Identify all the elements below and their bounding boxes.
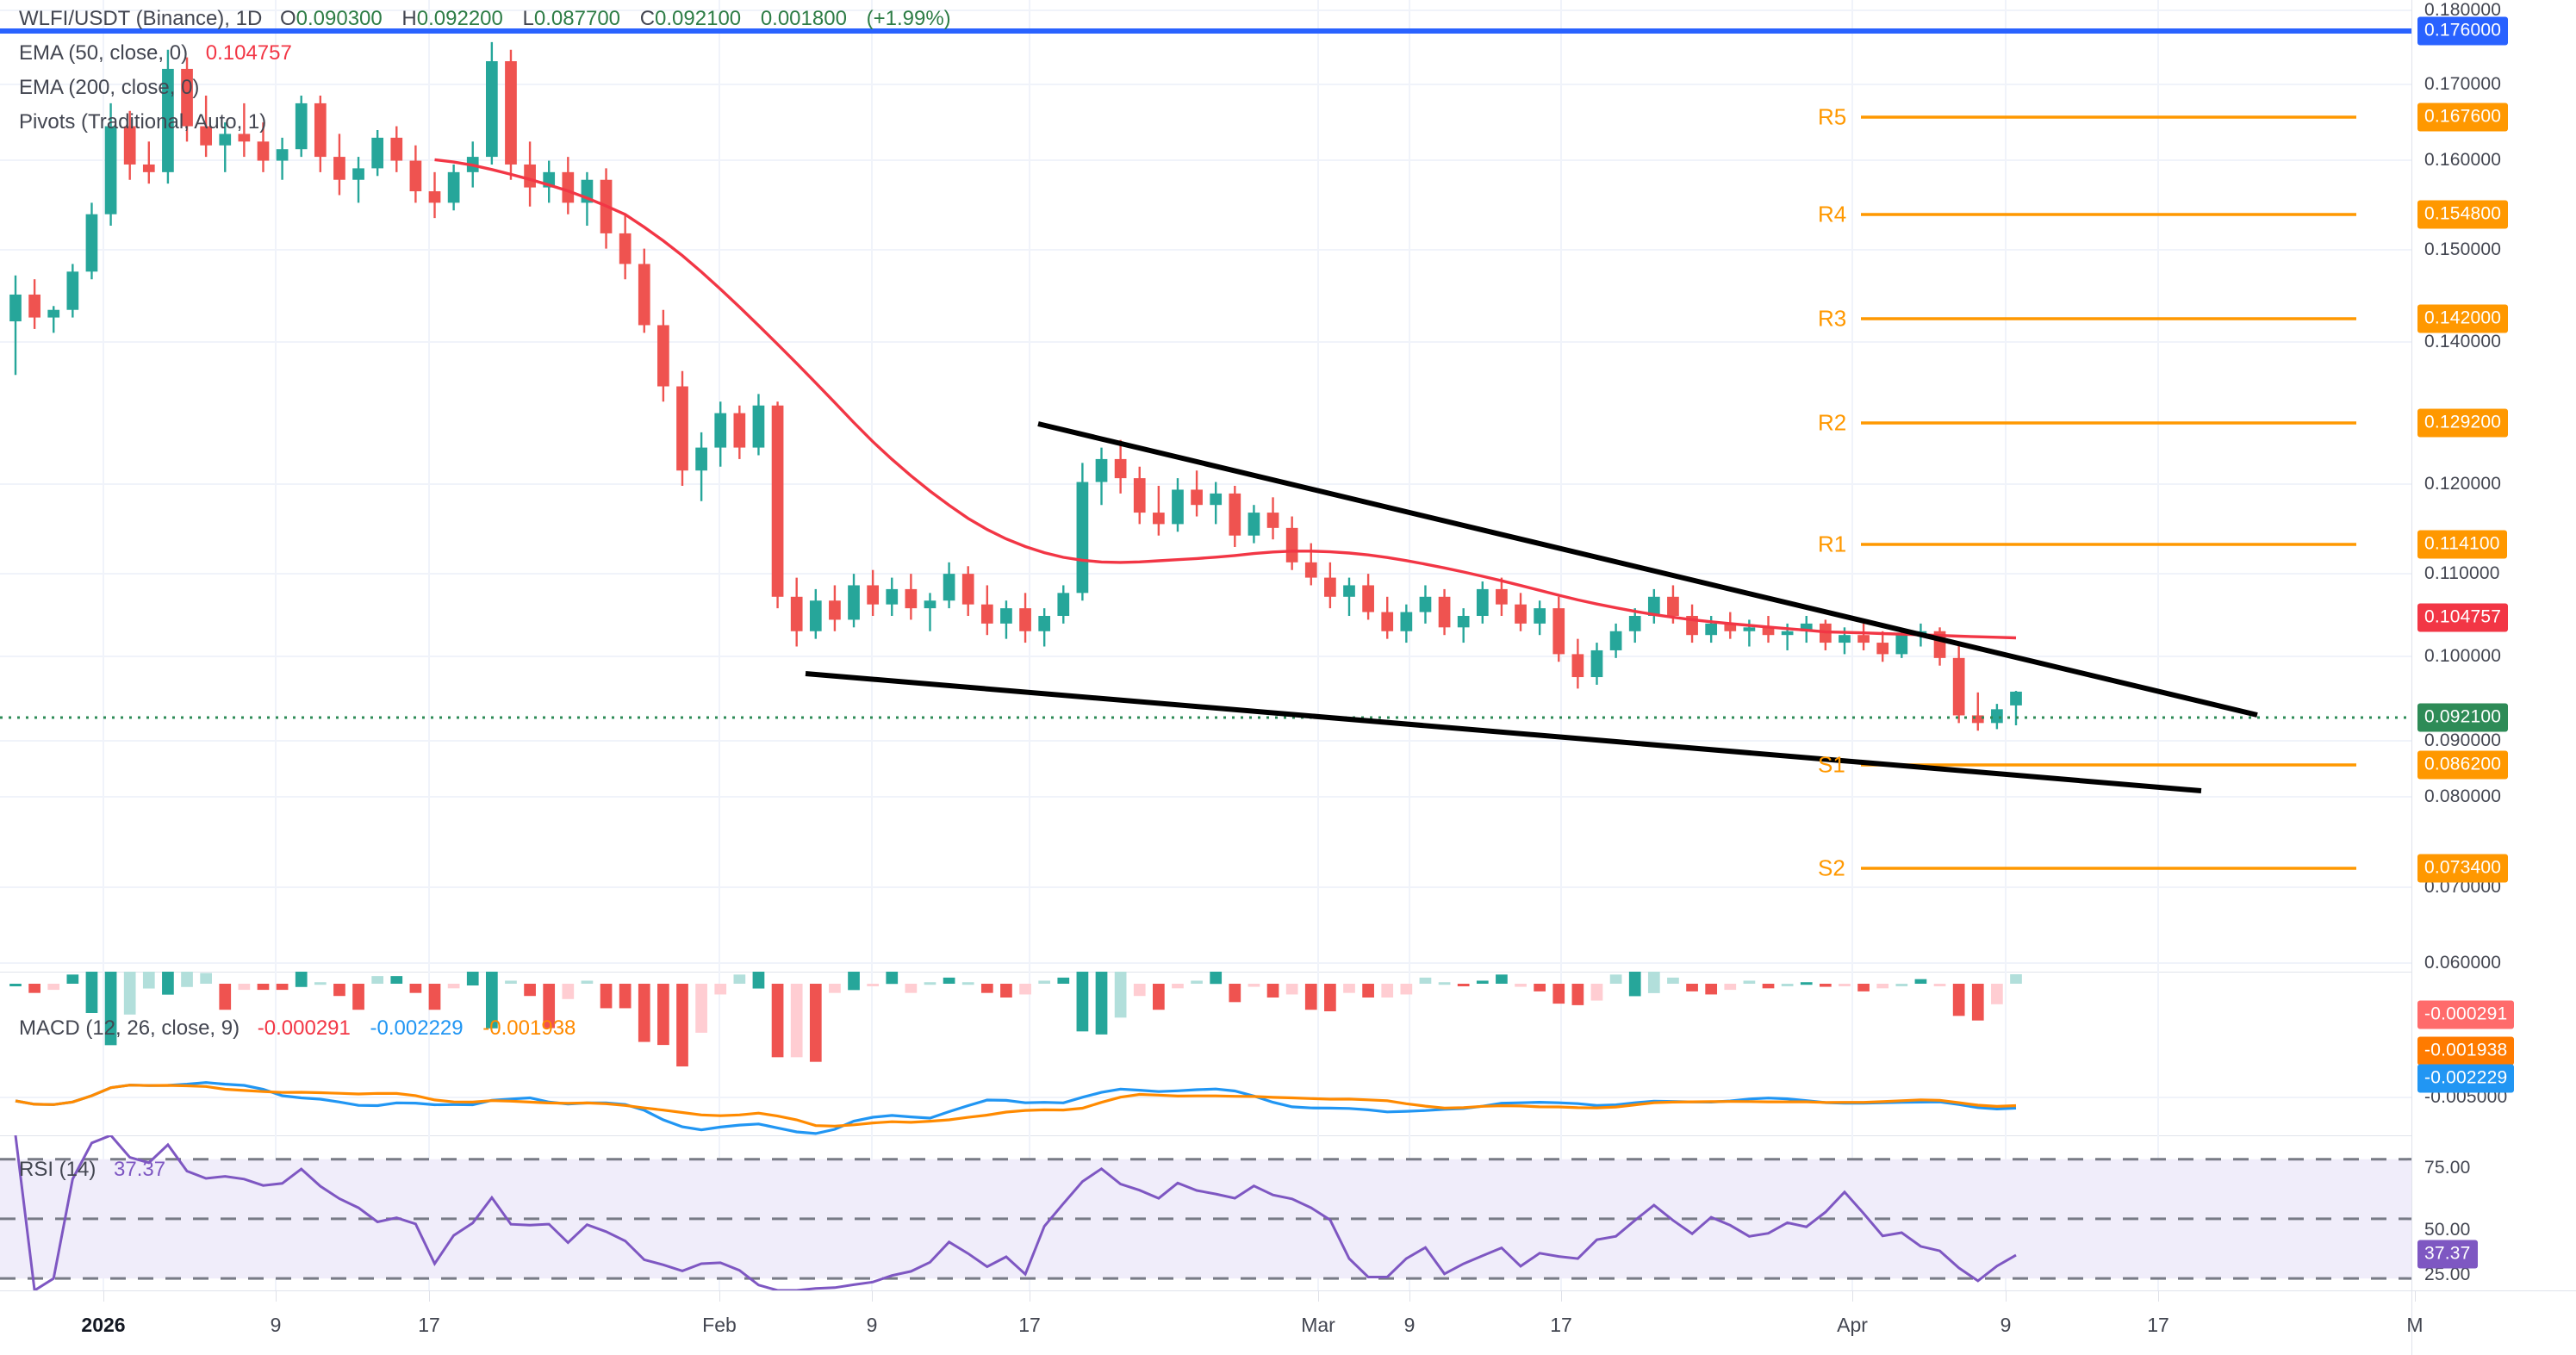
macd-badge[interactable]: -0.002229 [2417,1064,2515,1093]
price-badge-orange[interactable]: 0.073400 [2417,854,2509,883]
time-tick [276,1291,277,1302]
time-axis-label: 9 [2000,1314,2012,1336]
pivot-label-r5: R5 [1818,103,1847,130]
macd-badge[interactable]: -0.001938 [2417,1036,2515,1066]
pivot-label-r3: R3 [1818,305,1847,332]
price-badge-orange[interactable]: 0.167600 [2417,103,2509,132]
price-badge-orange[interactable]: 0.154800 [2417,200,2509,229]
macd-pane[interactable]: MACD (12, 26, close, 9) -0.000291 -0.002… [0,972,2576,1135]
price-badge-orange[interactable]: 0.129200 [2417,408,2509,438]
macd-plot-area[interactable]: MACD (12, 26, close, 9) -0.000291 -0.002… [0,972,2412,1135]
rsi-tick: 25.00 [2424,1265,2471,1284]
time-axis-label: 17 [1018,1314,1041,1336]
time-tick [1561,1291,1562,1302]
price-tick: 0.100000 [2424,646,2502,666]
time-axis-label: 17 [2147,1314,2169,1336]
time-tick [872,1291,873,1302]
time-tick [2415,1291,2416,1302]
rsi-pane[interactable]: RSI (14) 37.37 75.00 50.00 25.00 37.37 [0,1135,2576,1290]
time-tick [1409,1291,1410,1302]
price-badge-orange[interactable]: 0.114100 [2417,530,2507,559]
price-badge-orange[interactable]: 0.142000 [2417,304,2509,333]
time-tick [1318,1291,1319,1302]
time-tick [1852,1291,1853,1302]
time-axis-label: Feb [702,1314,737,1336]
price-plot-area[interactable]: WLFI/USDT (Binance), 1D O0.090300 H0.092… [0,0,2412,972]
rsi-plot-area[interactable]: RSI (14) 37.37 [0,1135,2412,1290]
price-scale[interactable]: 0.180000 0.170000 0.160000 0.150000 0.140000… [2411,0,2576,1004]
pivot-label-s1: S1 [1818,751,1845,778]
time-axis-label: 9 [1403,1314,1416,1336]
time-tick [719,1291,720,1302]
price-tick: 0.090000 [2424,730,2502,750]
time-axis-label: 9 [866,1314,878,1336]
price-tick: 0.060000 [2424,953,2502,973]
rsi-badge[interactable]: 37.37 [2417,1240,2478,1269]
time-axis-corner [2411,1291,2576,1355]
time-axis-label: Apr [1837,1314,1868,1336]
time-tick [2158,1291,2159,1302]
time-axis[interactable]: 2026 9 17 Feb 9 17 Mar 9 17 Apr 9 17 M [0,1290,2576,1355]
price-tick: 0.110000 [2424,563,2500,583]
price-tick: 0.080000 [2424,786,2502,806]
price-badge-blue[interactable]: 0.176000 [2417,16,2509,46]
macd-series-canvas [0,972,2412,1135]
pivot-label-s2: S2 [1818,855,1845,881]
time-tick [2006,1291,2007,1302]
price-pane[interactable]: WLFI/USDT (Binance), 1D O0.090300 H0.092… [0,0,2576,1004]
macd-badge[interactable]: -0.000291 [2417,1000,2515,1029]
time-tick [103,1291,104,1302]
time-axis-label: 17 [1550,1314,1572,1336]
price-tick: 0.140000 [2424,332,2502,351]
price-tick: 0.120000 [2424,474,2502,494]
price-tick: 0.180000 [2424,0,2502,20]
pivot-label-r4: R4 [1818,201,1847,227]
time-axis-label: 9 [270,1314,282,1336]
rsi-scale[interactable]: 75.00 50.00 25.00 37.37 [2411,1135,2576,1290]
macd-scale[interactable]: -0.005000 -0.000291 -0.001938 -0.002229 [2411,972,2576,1135]
pane-divider-macd [0,972,2576,973]
time-axis-label: 17 [418,1314,440,1336]
price-tick: 0.170000 [2424,74,2502,94]
rsi-series-canvas [0,1135,2412,1290]
time-axis-label: 2026 [81,1314,126,1336]
price-badge-red[interactable]: 0.104757 [2417,603,2509,632]
pivot-label-r2: R2 [1818,409,1847,436]
time-axis-label: M [2406,1314,2424,1336]
time-tick [429,1291,430,1302]
time-axis-label: Mar [1301,1314,1335,1336]
pane-divider-rsi [0,1135,2576,1136]
price-badge-orange[interactable]: 0.086200 [2417,750,2509,780]
rsi-tick: 50.00 [2424,1220,2471,1240]
rsi-tick: 75.00 [2424,1158,2471,1178]
price-tick: 0.160000 [2424,150,2502,170]
price-series-canvas [0,0,2412,972]
price-badge-green[interactable]: 0.092100 [2417,703,2509,732]
price-tick: 0.150000 [2424,239,2502,259]
pivot-label-r1: R1 [1818,531,1847,557]
